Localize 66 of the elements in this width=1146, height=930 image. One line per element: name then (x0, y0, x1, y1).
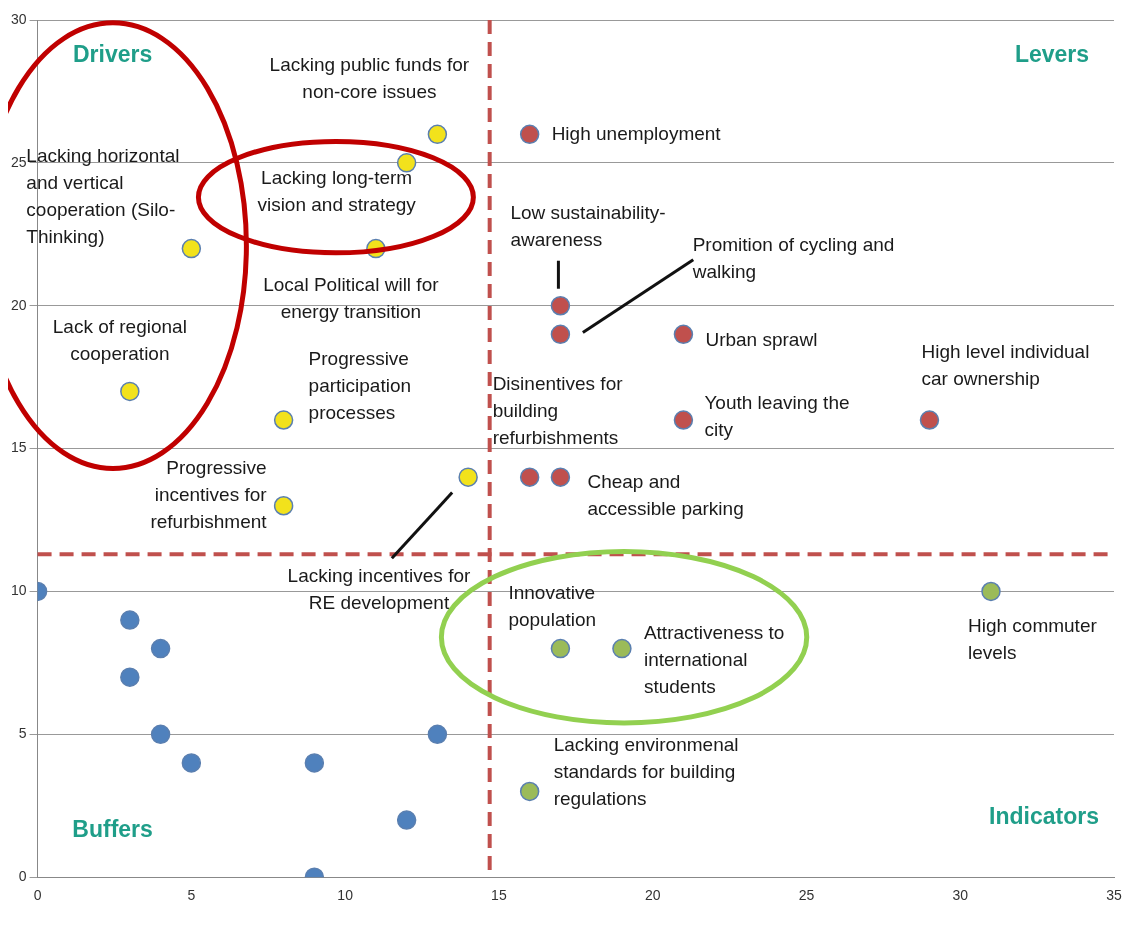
point (519, 124, 540, 145)
point (981, 581, 1001, 602)
annotation: Buffers (72, 815, 153, 842)
x-tick-label: 5 (187, 887, 196, 904)
annotation: Lacking environmenal standards for building regulations (553, 733, 739, 809)
point (550, 295, 571, 316)
annotation: Low sustainability-awareness (510, 201, 666, 250)
point (181, 238, 202, 259)
annotation: High commuter levels (967, 614, 1098, 663)
y-tick-label: 10 (10, 582, 27, 599)
point (673, 324, 694, 345)
point (120, 610, 140, 630)
x-tick-label: 20 (644, 887, 661, 904)
point (120, 667, 140, 687)
point (550, 638, 571, 659)
annotation: Drivers (72, 41, 153, 68)
annotation: High level individual car ownership (921, 341, 1090, 390)
point (550, 467, 571, 487)
annotation: Lacking horizontal and vertical cooperation (Silo-Thinking) (26, 144, 180, 247)
point (427, 124, 448, 145)
annotation: Lacking public funds for non-core issues (269, 53, 470, 102)
annotation: Lacking long-term vision and strategy (257, 167, 417, 216)
annotation: Levers (1014, 41, 1090, 68)
x-tick-label: 10 (337, 887, 354, 904)
annotation: Local Political will for energy transition (263, 273, 440, 322)
point (150, 638, 171, 659)
annotation: Promition of cycling and walking (691, 233, 895, 282)
x-tick-label: 0 (33, 887, 42, 904)
point (427, 724, 448, 745)
point (673, 410, 694, 430)
annotation: Innovative population (508, 581, 597, 630)
point (458, 467, 478, 487)
point (919, 410, 940, 430)
point (519, 781, 540, 802)
point (550, 324, 571, 345)
y-tick-label: 0 (18, 868, 27, 885)
annotation: High unemployment (551, 122, 722, 144)
point (120, 381, 140, 402)
point (612, 638, 632, 659)
annotation: Disinentives for building refurbishments (492, 373, 624, 449)
point (273, 410, 294, 430)
point (150, 724, 171, 745)
x-tick-label: 30 (952, 887, 969, 904)
point (519, 467, 540, 487)
annotation: Lacking incentives for RE development (287, 565, 471, 614)
x-tick-label: 25 (798, 887, 815, 904)
y-tick-label: 15 (10, 439, 27, 456)
point (304, 753, 325, 773)
annotation: Youth leaving the city (704, 392, 850, 441)
annotation: Progressive participation processes (308, 348, 412, 424)
annotation: Urban sprawl (705, 328, 818, 350)
point (273, 496, 294, 516)
y-tick-label: 5 (18, 725, 27, 742)
point (181, 753, 202, 773)
point (396, 810, 417, 830)
annotation: Lack of regional cooperation (52, 315, 187, 364)
x-tick-label: 35 (1106, 887, 1122, 904)
x-tick-label: 15 (491, 887, 507, 904)
y-tick-label: 20 (10, 296, 27, 313)
y-tick-label: 25 (10, 153, 27, 170)
annotation: Cheap and accessible parking (587, 471, 744, 520)
point (396, 153, 417, 173)
annotation: Attractiveness to international students (643, 621, 785, 697)
annotation: Indicators (989, 802, 1099, 829)
annotation: Progressive incentives for refurbishment (150, 456, 268, 532)
y-tick-label: 30 (10, 10, 27, 27)
